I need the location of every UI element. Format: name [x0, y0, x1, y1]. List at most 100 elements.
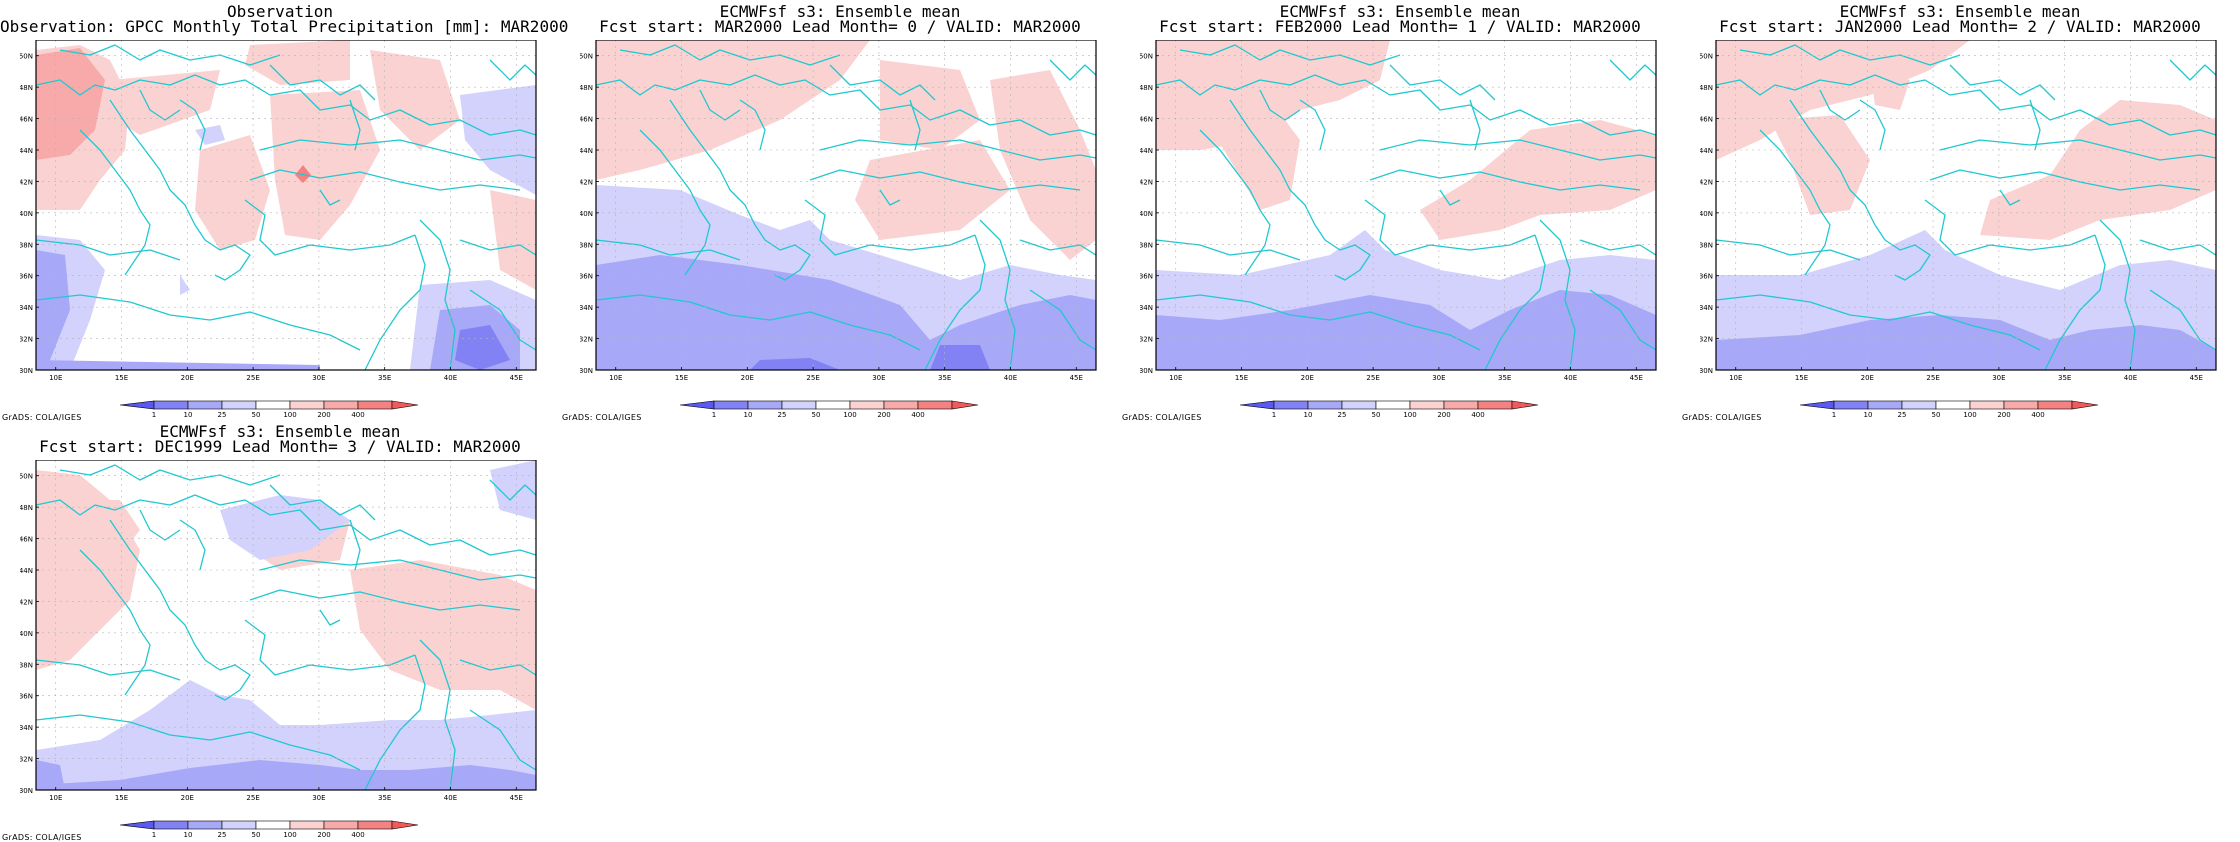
- longitude-label: 10E: [1169, 374, 1182, 382]
- dry-anomaly-areas: [36, 85, 536, 370]
- grads-credit: GrADS: COLA/IGES: [1122, 413, 1202, 422]
- gridlines: [1716, 40, 2216, 371]
- wet-anomaly-areas: [36, 470, 536, 710]
- colorbar: 1 10 25 50 100 200 400: [1240, 400, 1539, 419]
- colorbar-segment: [391, 820, 419, 830]
- latitude-label: 38N: [580, 241, 593, 249]
- latitude-label: 38N: [20, 241, 33, 249]
- longitude-label: 20E: [1861, 374, 1874, 382]
- latitude-label: 40N: [20, 630, 33, 638]
- coastline-segment: [739, 99, 766, 151]
- coastline-segment: [319, 189, 341, 206]
- map-frame: [1155, 40, 1657, 371]
- colorbar-label: 400: [1471, 411, 1484, 419]
- longitude-label: 20E: [181, 374, 194, 382]
- latitude-label: 44N: [580, 147, 593, 155]
- map-panel-lead0: ECMWFsf s3: Ensemble mean Fcst start: MA…: [560, 0, 1120, 420]
- coastline-segment: [249, 169, 521, 191]
- coastline-segment: [1999, 189, 2021, 206]
- colorbar: 1 10 25 50 100 200 400: [680, 400, 979, 419]
- longitude-label: 40E: [444, 794, 457, 802]
- latitude-label: 50N: [1140, 53, 1153, 61]
- colorbar-segment: [680, 400, 715, 410]
- colorbar-segment: [1511, 400, 1539, 410]
- coastline-segment: [204, 659, 251, 701]
- longitude-label: 45E: [510, 374, 523, 382]
- coastlines: [1155, 44, 1657, 371]
- colorbar-segment: [289, 820, 325, 830]
- colorbar-segment: [1867, 400, 1903, 410]
- colorbar-segment: [221, 400, 257, 410]
- coastline-segment: [139, 89, 181, 121]
- longitude-label: 15E: [115, 374, 128, 382]
- longitude-label: 40E: [1004, 374, 1017, 382]
- longitude-label: 25E: [246, 794, 259, 802]
- colorbar-label: 25: [218, 411, 227, 419]
- coastline-segment: [804, 199, 976, 256]
- longitude-label: 40E: [1564, 374, 1577, 382]
- latitude-label: 40N: [580, 210, 593, 218]
- coastline-segment: [1364, 199, 1536, 256]
- colorbar-segment: [1375, 400, 1411, 410]
- colorbar-segment: [323, 820, 359, 830]
- coastline-segment: [1609, 59, 1657, 81]
- latitude-label: 46N: [580, 116, 593, 124]
- latitude-label: 42N: [20, 598, 33, 606]
- coastline-segment: [259, 559, 537, 581]
- gridlines: [36, 460, 536, 791]
- longitude-label: 30E: [1432, 374, 1445, 382]
- colorbar-label: 400: [911, 411, 924, 419]
- colorbar-segment: [2071, 400, 2099, 410]
- latitude-label: 46N: [1700, 116, 1713, 124]
- colorbar-label: 25: [1898, 411, 1907, 419]
- colorbar-segment: [391, 400, 419, 410]
- gridlines: [596, 40, 1096, 371]
- coastline-segment: [1469, 99, 1481, 151]
- longitude-label: 15E: [1235, 374, 1248, 382]
- coastline-segment: [1715, 294, 2041, 351]
- coastline-segment: [595, 294, 921, 351]
- coastline-segment: [469, 289, 537, 351]
- latitude-label: 34N: [20, 724, 33, 732]
- precip-map: 50N 48N 46N 44N 42N 40N 38N 36N 34N 32N 30N 10E 15E…: [20, 460, 537, 802]
- colorbar-label: 25: [218, 831, 227, 839]
- colorbar-segment: [1307, 400, 1343, 410]
- longitude-label: 45E: [1070, 374, 1083, 382]
- colorbar-segment: [153, 400, 189, 410]
- panel-title: Observation: [227, 2, 333, 21]
- latitude-label: 34N: [1700, 304, 1713, 312]
- colorbar-segment: [1969, 400, 2005, 410]
- coastline-segment: [809, 169, 1081, 191]
- coastline-segment: [79, 549, 151, 696]
- colorbar-segment: [187, 400, 223, 410]
- coastline-segment: [1924, 199, 2096, 256]
- colorbar-segment: [2003, 400, 2039, 410]
- longitude-label: 25E: [1926, 374, 1939, 382]
- coastline-segment: [1439, 189, 1461, 206]
- longitude-labels: 10E 15E 20E 25E 30E 35E 40E 45E: [49, 367, 523, 382]
- coastline-segment: [1789, 99, 1886, 241]
- longitude-label: 45E: [510, 794, 523, 802]
- colorbar-segment: [120, 400, 155, 410]
- coastline-segment: [2029, 99, 2041, 151]
- coastline-segment: [59, 464, 281, 486]
- map-frame: [35, 40, 537, 371]
- colorbar-label: 1: [1832, 411, 1836, 419]
- longitude-label: 35E: [378, 794, 391, 802]
- latitude-label: 32N: [20, 756, 33, 764]
- precip-map: 50N 48N 46N 44N 42N 40N 38N 36N 34N 32N 30N 10E 15E…: [580, 40, 1097, 382]
- coastline-segment: [1155, 239, 1301, 261]
- coastline-segment: [59, 44, 281, 66]
- map-panel-lead2: ECMWFsf s3: Ensemble mean Fcst start: JA…: [1680, 0, 2240, 420]
- colorbar-segment: [1477, 400, 1513, 410]
- latitude-label: 48N: [20, 84, 33, 92]
- colorbar-segment: [713, 400, 749, 410]
- longitude-label: 30E: [312, 794, 325, 802]
- panel-subtitle: Fcst start: MAR2000 Lead Month= 0 / VALI…: [599, 17, 1081, 36]
- coastline-segment: [1259, 89, 1301, 121]
- coastline-segment: [269, 64, 376, 101]
- wet-anomaly-areas: [1156, 40, 1656, 240]
- coastline-segment: [364, 654, 426, 791]
- latitude-label: 42N: [1700, 178, 1713, 186]
- colorbar-label: 400: [351, 411, 364, 419]
